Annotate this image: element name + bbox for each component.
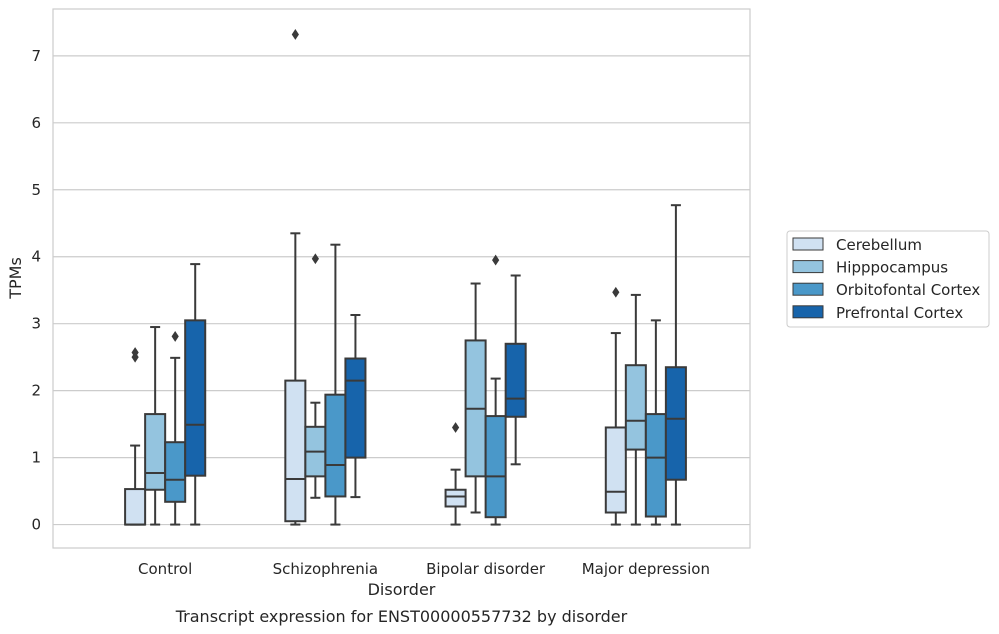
box-body bbox=[144, 413, 167, 491]
y-tick-label: 4 bbox=[31, 248, 41, 266]
y-tick-label: 0 bbox=[31, 516, 41, 534]
legend-frame bbox=[786, 230, 990, 328]
x-tick-label: Major depression bbox=[582, 560, 710, 578]
box-body bbox=[624, 364, 647, 451]
box-group bbox=[444, 422, 467, 526]
legend-entry-label: Hipppocampus bbox=[836, 259, 948, 277]
box-group bbox=[624, 293, 647, 526]
y-tick-label: 1 bbox=[31, 449, 41, 467]
plot-area-frame bbox=[52, 8, 751, 549]
box-group bbox=[644, 319, 667, 526]
box-group bbox=[464, 282, 487, 514]
box-group bbox=[304, 253, 327, 499]
outlier-point bbox=[131, 347, 139, 358]
legend: Cerebellum Hipppocampus Orbitofontal Corte… bbox=[786, 230, 990, 328]
y-tick-label: 2 bbox=[31, 382, 41, 400]
y-axis-ticks: 0 1 2 3 4 5 6 7 bbox=[31, 47, 41, 534]
box-group bbox=[284, 29, 307, 526]
x-axis-label: Disorder bbox=[368, 580, 436, 599]
box-group bbox=[184, 263, 207, 526]
outlier-point bbox=[451, 422, 460, 433]
legend-entry-label: Cerebellum bbox=[836, 236, 922, 254]
box-body bbox=[284, 379, 307, 523]
outlier-point bbox=[492, 254, 500, 266]
box-body bbox=[484, 415, 507, 519]
y-tick-label: 5 bbox=[31, 181, 41, 199]
box-body bbox=[604, 426, 627, 514]
x-tick-label: Bipolar disorder bbox=[426, 560, 546, 578]
x-tick-label: Control bbox=[138, 560, 192, 578]
y-axis-label: TPMs bbox=[6, 257, 25, 300]
x-tick-label: Schizophrenia bbox=[273, 560, 378, 578]
chart-caption: Transcript expression for ENST0000055773… bbox=[175, 607, 628, 626]
legend-swatch bbox=[792, 282, 824, 296]
y-tick-label: 7 bbox=[31, 47, 41, 65]
box-body bbox=[444, 488, 467, 508]
legend-swatch bbox=[792, 237, 824, 251]
legend-swatch bbox=[792, 260, 824, 274]
box-group bbox=[124, 347, 147, 526]
legend-entry-label: Prefrontal Cortex bbox=[836, 304, 963, 322]
box-body bbox=[644, 413, 667, 518]
box-group bbox=[164, 331, 187, 526]
outlier-point bbox=[612, 286, 620, 298]
outlier-point bbox=[171, 331, 179, 342]
box-group bbox=[324, 243, 347, 526]
box-body bbox=[504, 342, 527, 418]
box-body bbox=[664, 366, 687, 481]
box-group bbox=[484, 254, 507, 526]
box-body bbox=[344, 357, 367, 459]
legend-swatch bbox=[792, 305, 824, 319]
box-body bbox=[124, 488, 147, 526]
box-group bbox=[144, 326, 167, 526]
y-tick-label: 3 bbox=[31, 315, 41, 333]
box-group bbox=[504, 274, 527, 466]
outlier-point bbox=[311, 253, 319, 265]
box-body bbox=[184, 319, 207, 477]
outlier-point bbox=[291, 29, 299, 40]
box-group bbox=[604, 286, 627, 526]
legend-entry-label: Orbitofontal Cortex bbox=[836, 281, 980, 299]
box-group bbox=[344, 313, 367, 499]
box-body bbox=[164, 441, 187, 503]
box-group bbox=[664, 204, 687, 526]
x-axis-ticks: Control Schizophrenia Bipolar disorder Majo… bbox=[138, 560, 710, 578]
y-tick-label: 6 bbox=[31, 114, 41, 132]
box-series bbox=[124, 29, 687, 526]
box-body bbox=[324, 393, 347, 498]
